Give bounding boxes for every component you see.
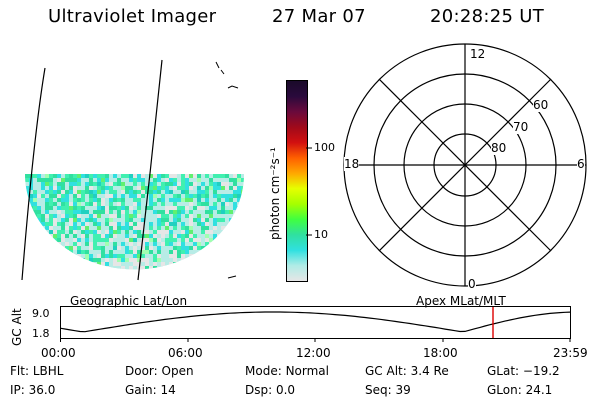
mlt-label-6: 6 (577, 157, 585, 171)
mlat-label-70: 70 (513, 120, 529, 134)
geographic-image-panel (21, 59, 244, 281)
instrument-title: Ultraviolet Imager (48, 6, 217, 27)
altitude-curve (60, 311, 571, 333)
x-tick-2359: 23:59 (553, 346, 588, 360)
polar-mlt-plot (343, 43, 587, 287)
gc-alt-axis-label: GC Alt (10, 308, 24, 346)
uv-intensity-pixels (25, 174, 244, 270)
gc-alt-timeline (60, 306, 571, 342)
geographic-title: Geographic Lat/Lon (70, 294, 188, 308)
colorbar-axis (306, 147, 312, 236)
status-seq: Seq: 39 (365, 383, 411, 397)
x-tick-0600: 06:00 (168, 346, 203, 360)
colorbar (286, 80, 308, 282)
time-label: 20:28:25 UT (430, 6, 545, 27)
mlt-label-18: 18 (344, 157, 360, 171)
mlat-label-80: 80 (491, 141, 507, 155)
colorbar-tick-100: 100 (314, 141, 335, 154)
x-tick-1200: 12:00 (296, 346, 331, 360)
status-mode: Mode: Normal (245, 364, 329, 378)
colorbar-gradient (287, 81, 307, 281)
coastline-fragment (215, 61, 239, 89)
longitude-line (21, 67, 46, 281)
y-tick-9: 9.0 (32, 307, 50, 320)
x-tick-0000: 00:00 (41, 346, 76, 360)
mlt-label-0: 0 (468, 277, 476, 291)
date-label: 27 Mar 07 (272, 6, 366, 27)
status-ip: IP: 36.0 (10, 383, 56, 397)
colorbar-unit-label: photon cm⁻²s⁻¹ (268, 147, 282, 240)
status-gain: Gain: 14 (125, 383, 176, 397)
status-glat: GLat: −19.2 (487, 364, 560, 378)
timeline-frame (60, 306, 571, 339)
colorbar-tick-10: 10 (314, 228, 328, 241)
status-door: Door: Open (125, 364, 194, 378)
apex-title: Apex MLat/MLT (416, 294, 506, 308)
status-filter: Flt: LBHL (10, 364, 64, 378)
coastline-fragment (227, 275, 237, 279)
mlt-label-12: 12 (470, 47, 486, 61)
y-tick-1.8: 1.8 (32, 327, 50, 340)
status-glon: GLon: 24.1 (487, 383, 553, 397)
x-tick-1800: 18:00 (423, 346, 458, 360)
polar-diagonal (378, 78, 552, 252)
mlat-label-60: 60 (533, 98, 549, 112)
status-gc-alt: GC Alt: 3.4 Re (365, 364, 449, 378)
status-dsp: Dsp: 0.0 (245, 383, 296, 397)
longitude-line (137, 59, 163, 281)
